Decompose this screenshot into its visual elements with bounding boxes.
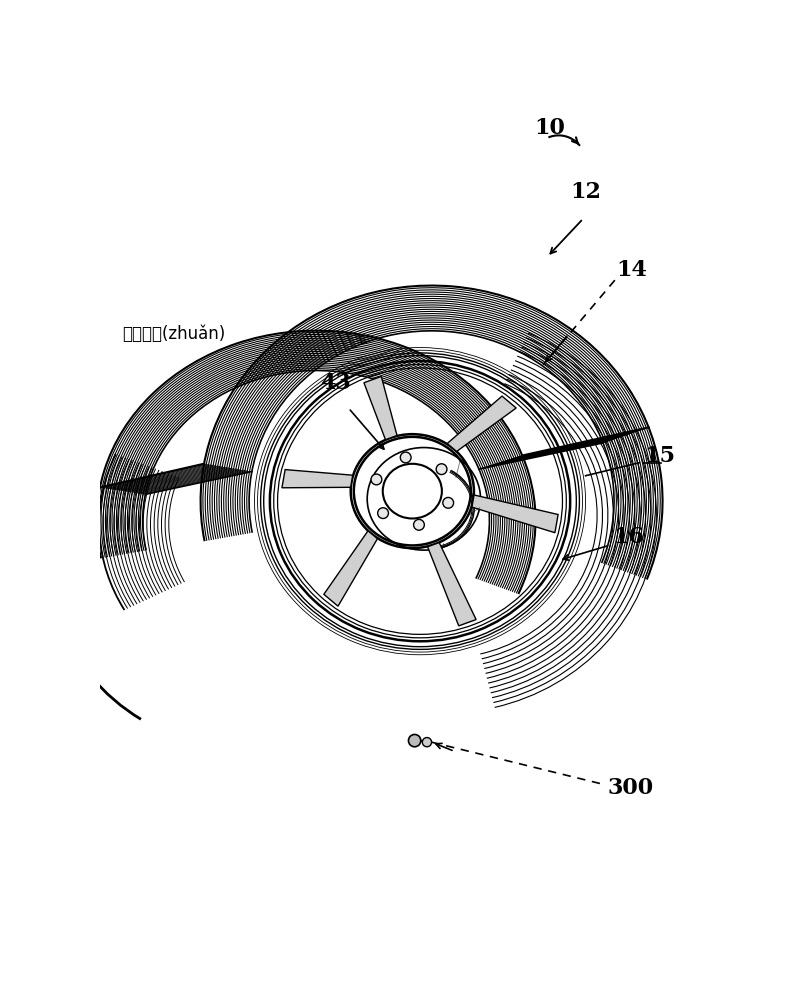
Polygon shape [448, 396, 516, 451]
Circle shape [443, 497, 454, 508]
Polygon shape [364, 376, 397, 440]
Text: 14: 14 [616, 259, 647, 281]
Polygon shape [472, 495, 558, 533]
Text: 輪胎旋轉(zhuǎn): 輪胎旋轉(zhuǎn) [122, 325, 225, 343]
Circle shape [422, 738, 432, 747]
Polygon shape [324, 531, 377, 606]
Circle shape [408, 734, 421, 747]
Text: 300: 300 [607, 777, 653, 799]
Polygon shape [428, 543, 476, 626]
Circle shape [377, 508, 388, 519]
Circle shape [400, 452, 411, 463]
Polygon shape [282, 470, 353, 488]
Circle shape [414, 519, 425, 530]
Text: 10: 10 [534, 117, 565, 139]
Text: 12: 12 [570, 181, 601, 203]
Text: 43: 43 [320, 372, 351, 394]
Text: 16: 16 [613, 526, 645, 548]
Circle shape [371, 474, 382, 485]
Circle shape [437, 464, 447, 475]
Text: 15: 15 [644, 445, 675, 467]
